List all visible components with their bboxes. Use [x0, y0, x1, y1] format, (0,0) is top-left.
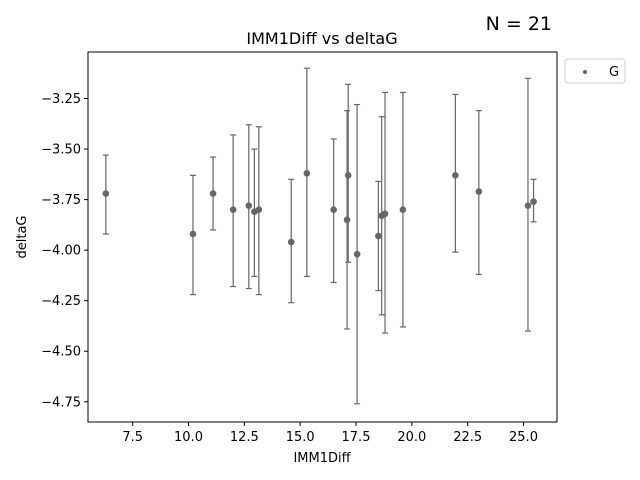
y-tick-label: −3.75 — [41, 193, 81, 208]
chart-title: IMM1Diff vs deltaG — [246, 29, 397, 48]
y-tick-label: −3.25 — [41, 92, 81, 107]
x-axis-label: IMM1Diff — [293, 451, 351, 466]
y-tick-label: −4.00 — [41, 244, 81, 259]
data-point — [245, 202, 253, 209]
data-point — [530, 198, 537, 205]
data-point — [287, 238, 295, 246]
point-layer — [102, 170, 537, 258]
legend-marker — [583, 70, 587, 74]
data-point — [475, 188, 483, 195]
y-axis-ticks: −4.75 −4.50 −4.25 −4.00 −3.75 −3.50 −3.25 — [41, 92, 88, 410]
legend-entry-label: G — [609, 65, 619, 80]
data-point — [255, 206, 263, 214]
x-tick-label: 7.5 — [122, 430, 143, 445]
data-point — [330, 206, 337, 214]
y-tick-label: −4.75 — [41, 395, 81, 410]
data-point — [343, 216, 351, 224]
x-axis-ticks: 7.5 10.0 12.5 15.0 17.5 20.0 22.5 25.0 — [122, 422, 538, 445]
x-tick-label: 17.5 — [342, 430, 371, 445]
data-point — [229, 206, 237, 214]
x-tick-label: 12.5 — [230, 430, 259, 445]
legend: G — [564, 58, 626, 84]
plot-area — [87, 51, 558, 423]
x-tick-label: 10.0 — [174, 430, 203, 445]
legend-box — [564, 58, 626, 84]
data-point — [452, 172, 459, 179]
data-point — [303, 170, 311, 177]
y-tick-label: −3.50 — [41, 143, 81, 158]
y-axis-label: deltaG — [15, 216, 30, 259]
x-tick-label: 20.0 — [397, 430, 426, 445]
x-tick-label: 25.0 — [509, 430, 538, 445]
data-point — [399, 206, 407, 214]
data-point — [209, 190, 217, 197]
data-point — [375, 232, 382, 240]
y-tick-label: −4.50 — [41, 345, 81, 360]
y-tick-label: −4.25 — [41, 294, 81, 309]
count-annotation: N = 21 — [486, 13, 552, 35]
data-point — [344, 172, 352, 179]
data-point — [189, 230, 197, 238]
data-point — [102, 190, 110, 197]
x-tick-label: 15.0 — [286, 430, 315, 445]
data-point — [353, 250, 361, 258]
data-point — [524, 202, 532, 209]
x-tick-label: 22.5 — [453, 430, 482, 445]
data-point — [381, 210, 389, 218]
